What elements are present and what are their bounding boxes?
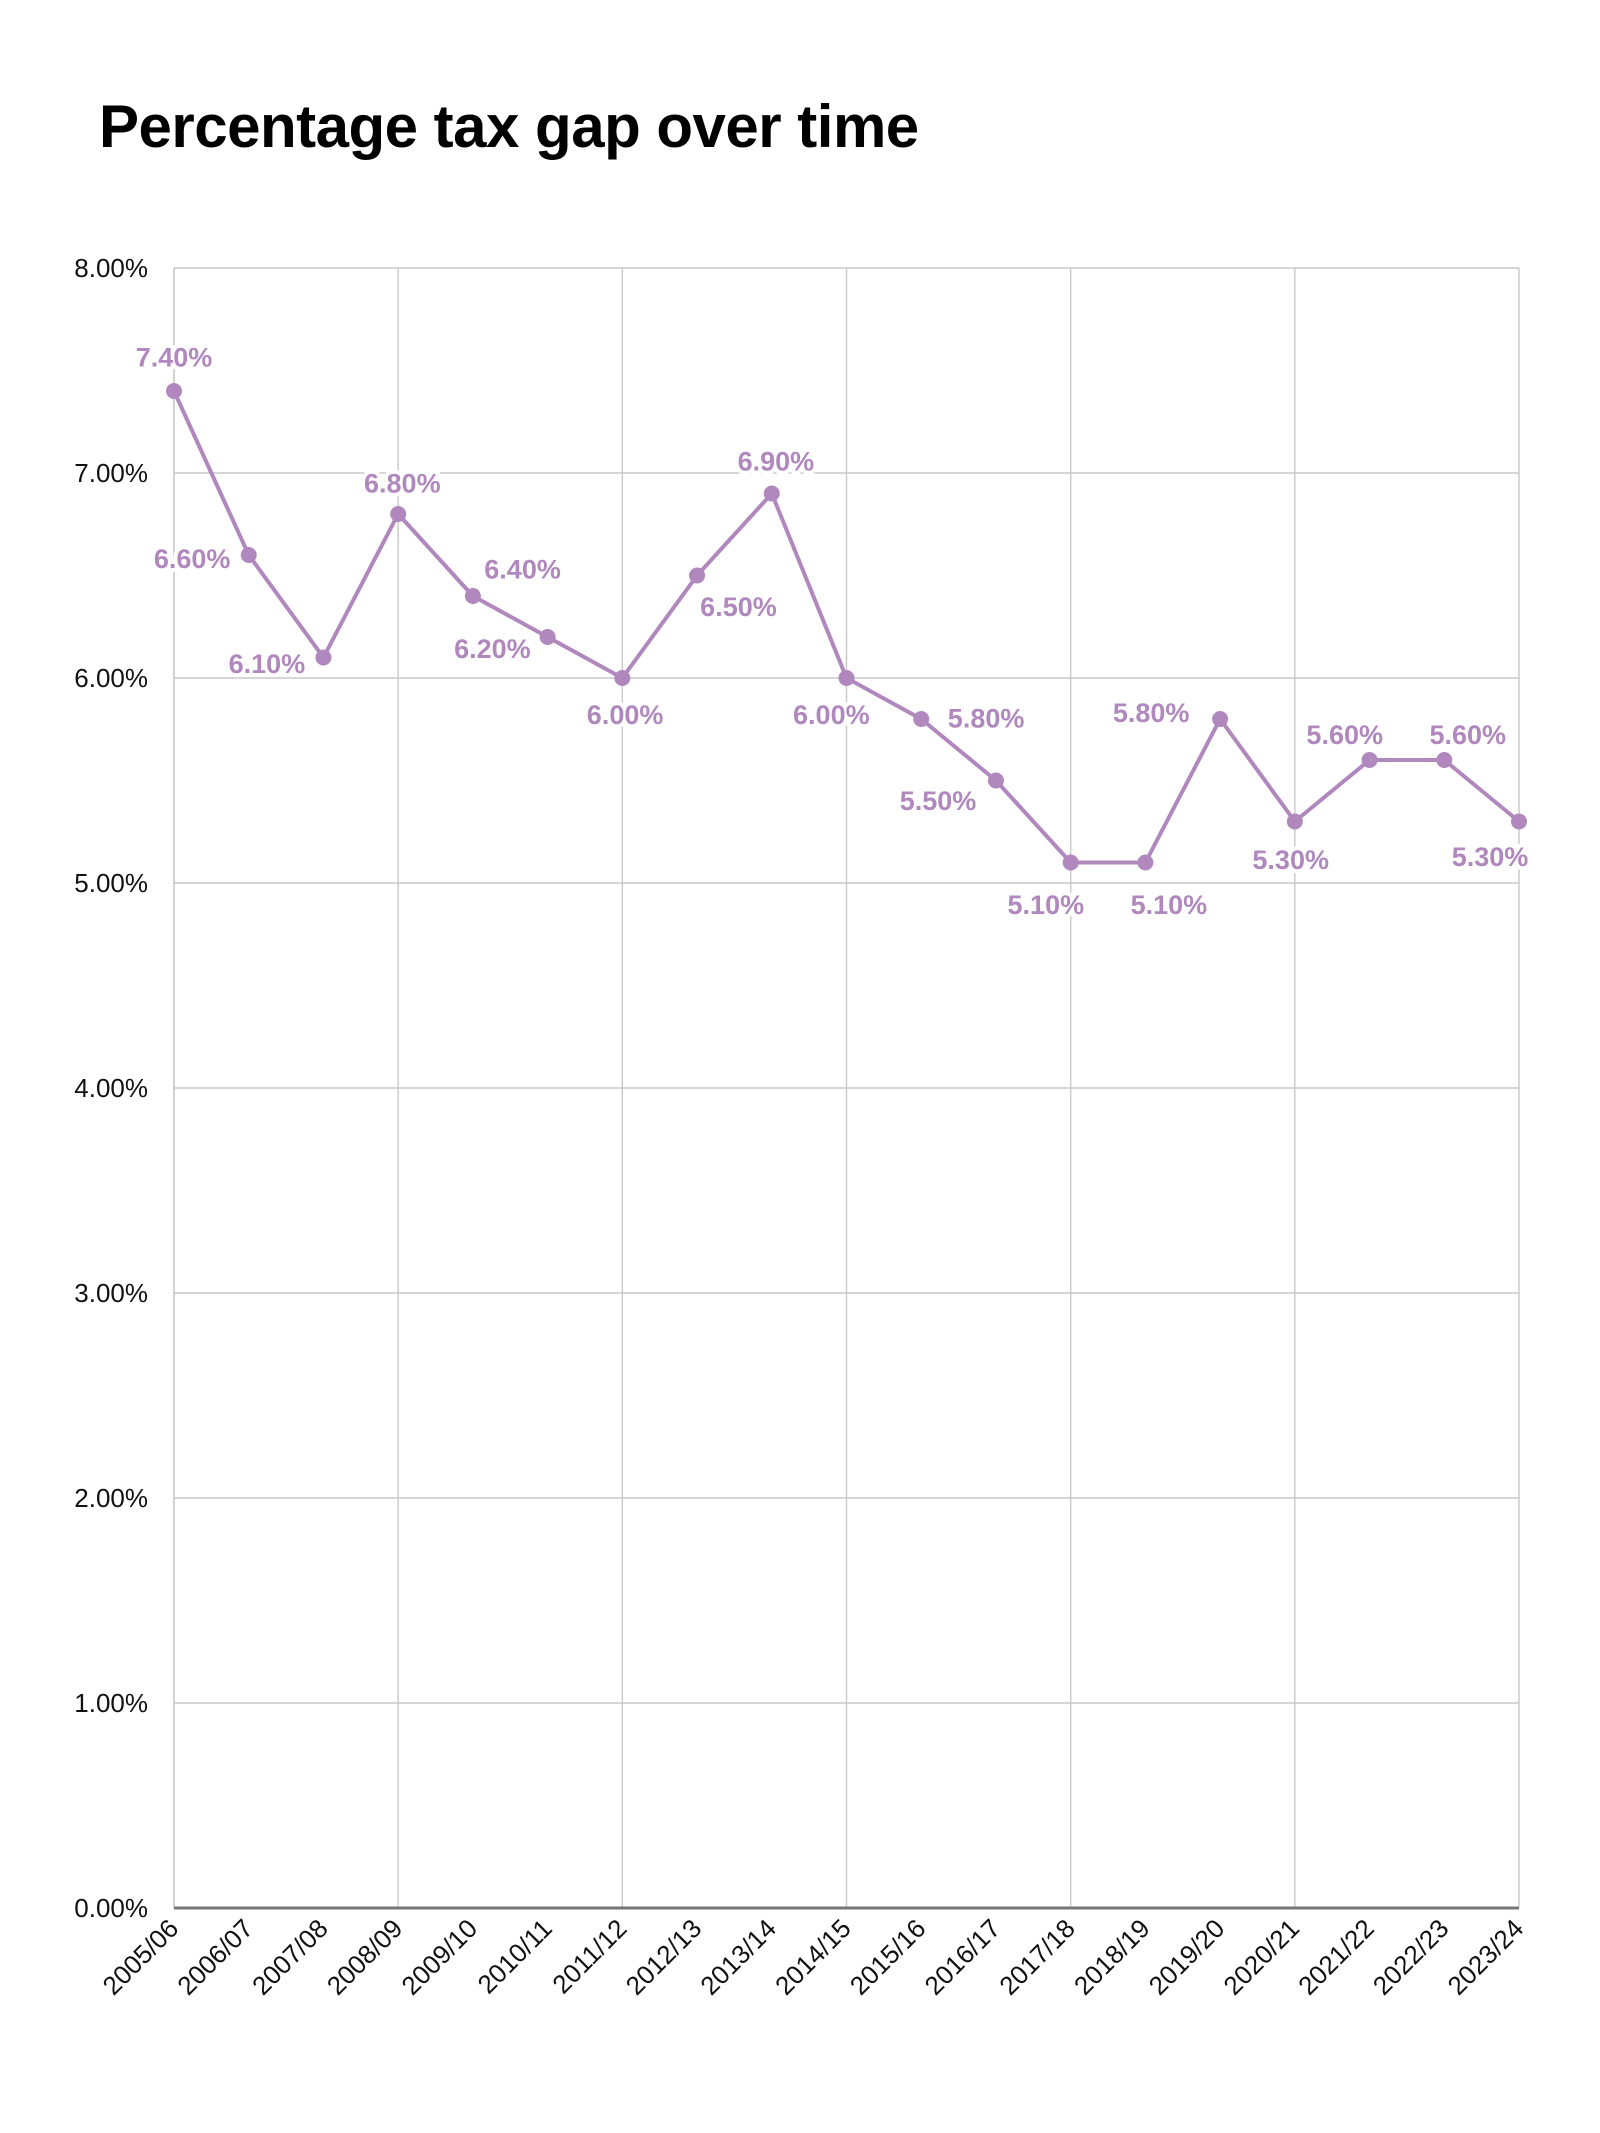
- chart-title: Percentage tax gap over time: [99, 93, 919, 160]
- x-tick-label: 2020/21: [1217, 1913, 1305, 2001]
- data-label: 6.90%: [738, 446, 815, 476]
- data-point: [1062, 854, 1079, 871]
- y-tick-label: 8.00%: [74, 253, 148, 283]
- data-label: 5.80%: [1113, 698, 1190, 728]
- data-label: 5.30%: [1452, 842, 1529, 872]
- x-tick-label: 2012/13: [620, 1913, 708, 2001]
- y-tick-label: 1.00%: [74, 1688, 148, 1718]
- y-tick-label: 0.00%: [74, 1893, 148, 1923]
- x-tick-label: 2015/16: [844, 1913, 932, 2001]
- x-tick-label: 2023/24: [1442, 1913, 1530, 2001]
- data-point: [166, 383, 182, 399]
- data-point: [1511, 813, 1527, 830]
- data-point: [315, 649, 332, 666]
- data-label: 6.60%: [154, 544, 231, 574]
- x-tick-label: 2005/06: [97, 1913, 185, 2001]
- data-label: 5.30%: [1252, 845, 1329, 875]
- data-label: 6.20%: [454, 634, 531, 664]
- y-tick-label: 3.00%: [74, 1278, 148, 1308]
- data-label: 7.40%: [136, 343, 213, 373]
- data-point: [838, 670, 855, 686]
- data-point: [1361, 752, 1378, 768]
- data-point: [763, 485, 780, 502]
- data-point: [390, 506, 407, 522]
- x-tick-label: 2018/19: [1068, 1913, 1156, 2001]
- data-label: 6.50%: [700, 592, 777, 622]
- data-point: [240, 547, 257, 563]
- y-tick-label: 2.00%: [74, 1483, 148, 1513]
- x-tick-label: 2009/10: [395, 1913, 483, 2001]
- data-point: [1137, 854, 1154, 871]
- x-tick-label: 2022/23: [1367, 1913, 1455, 2001]
- data-point: [464, 588, 481, 604]
- y-tick-label: 4.00%: [74, 1073, 148, 1103]
- data-label: 6.00%: [587, 700, 664, 730]
- x-tick-label: 2011/12: [546, 1913, 632, 1999]
- x-tick-label: 2010/11: [472, 1913, 558, 1999]
- y-tick-label: 7.00%: [74, 458, 148, 488]
- x-tick-label: 2016/17: [919, 1913, 1007, 2001]
- data-point: [987, 772, 1004, 789]
- x-tick-label: 2021/22: [1292, 1913, 1380, 2001]
- data-point: [539, 629, 556, 645]
- data-label: 5.60%: [1306, 720, 1383, 750]
- data-label: 6.40%: [484, 554, 561, 584]
- x-tick-label: 2013/14: [694, 1913, 782, 2001]
- data-label: 5.50%: [900, 786, 977, 816]
- x-tick-label: 2014/15: [769, 1913, 857, 2001]
- data-label: 5.60%: [1429, 720, 1506, 750]
- data-point: [913, 711, 930, 727]
- data-label: 5.10%: [1131, 890, 1208, 920]
- data-label: 5.10%: [1008, 890, 1085, 920]
- data-label: 6.80%: [364, 468, 441, 498]
- x-tick-label: 2006/07: [171, 1913, 259, 2001]
- data-point: [1436, 752, 1453, 768]
- data-point: [1212, 711, 1229, 727]
- x-tick-label: 2017/18: [993, 1913, 1081, 2001]
- data-label: 6.00%: [793, 700, 870, 730]
- x-tick-label: 2008/09: [321, 1913, 409, 2001]
- y-tick-label: 6.00%: [74, 663, 148, 693]
- data-label: 6.10%: [229, 649, 306, 679]
- data-point: [1286, 813, 1303, 830]
- x-tick-label: 2007/08: [246, 1913, 334, 2001]
- x-tick-label: 2019/20: [1143, 1913, 1231, 2001]
- data-point: [614, 670, 631, 686]
- data-point: [689, 567, 706, 584]
- y-tick-label: 5.00%: [74, 868, 148, 898]
- data-label: 5.80%: [948, 704, 1025, 734]
